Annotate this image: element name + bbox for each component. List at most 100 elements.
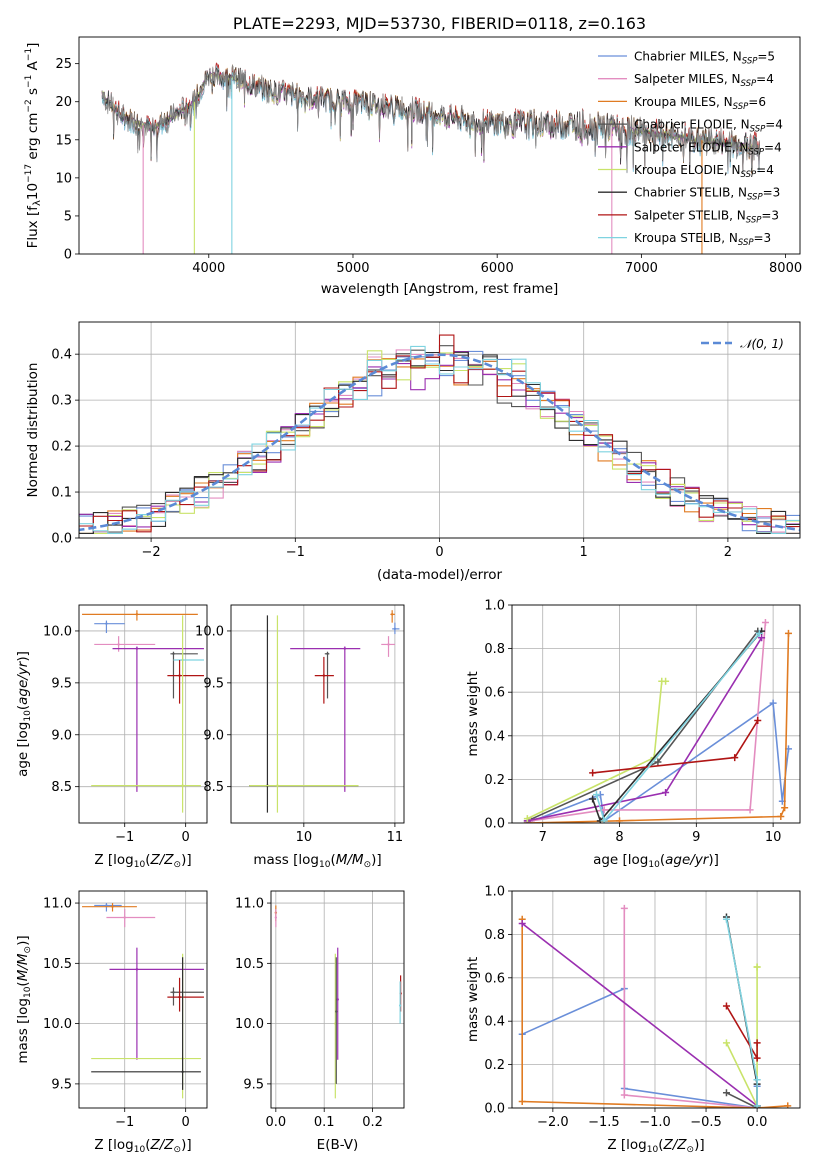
- weight-marker: [589, 769, 597, 777]
- legend-label: Chabrier ELODIE, NSSP=4: [634, 118, 783, 135]
- legend: Chabrier MILES, NSSP=5 Salpeter MILES, NS…: [598, 50, 783, 248]
- y-tick-label: 9.0: [51, 728, 72, 743]
- axes-frame: [78, 604, 208, 824]
- y-tick-label: 0.0: [51, 532, 72, 547]
- chart-title: PLATE=2293, MJD=53730, FIBERID=0118, z=0…: [233, 14, 646, 33]
- y-axis-label: mass [log10(M/M⊙)]: [15, 935, 33, 1063]
- data-point: [135, 647, 139, 650]
- weight-line-salpeter-stelib: [592, 720, 759, 774]
- weight-marker: [753, 1039, 761, 1047]
- weight-marker: [620, 1091, 628, 1099]
- weight-line-salpeter-elodie: [521, 922, 758, 1107]
- axes-frame: [511, 890, 801, 1109]
- weight-line-chabrier-elodie: [527, 630, 759, 822]
- y-tick-label: 9.5: [51, 676, 72, 691]
- y-tick-label: 0.2: [484, 773, 505, 788]
- mass-vs-EBV-points: [274, 905, 402, 1099]
- weight-marker: [754, 717, 762, 725]
- y-tick-label: 0.8: [484, 928, 505, 943]
- y-tick-label: 0.1: [51, 486, 72, 501]
- weight-line-kroupa-miles: [521, 919, 788, 1108]
- x-tick-label: 10: [765, 830, 782, 845]
- x-tick-label: −1.0: [639, 1115, 671, 1130]
- weight-marker: [589, 795, 597, 803]
- data-point: [336, 998, 339, 1001]
- legend-label: Chabrier MILES, NSSP=5: [634, 50, 775, 67]
- x-tick-label: 8: [615, 830, 623, 845]
- y-tick-label: 0.2: [484, 1058, 505, 1073]
- x-tick-label: 0.0: [265, 1115, 286, 1130]
- weight-marker: [654, 758, 662, 766]
- weight-line-salpeter-stelib: [725, 1005, 758, 1062]
- x-tick-label: −2: [142, 545, 161, 560]
- axes-frame: [230, 604, 405, 824]
- legend: 𝒩(0, 1): [701, 337, 784, 351]
- age-vs-Z-points: [82, 610, 204, 813]
- data-point: [172, 991, 175, 994]
- data-point: [135, 613, 139, 616]
- legend-label: Kroupa ELODIE, NSSP=4: [634, 163, 774, 180]
- y-tick-label: 11.0: [43, 897, 72, 912]
- y-tick-label: 9.5: [203, 676, 224, 691]
- y-tick-label: 0.6: [484, 971, 505, 986]
- y-tick-label: 20: [55, 95, 72, 110]
- x-tick-label: 9: [692, 830, 700, 845]
- weight-marker: [722, 1002, 730, 1010]
- weight-line-salpeter-miles: [623, 908, 758, 1108]
- x-tick-label: 0.0: [747, 1115, 768, 1130]
- y-tick-label: 10.0: [43, 624, 72, 639]
- weight-marker: [753, 1054, 761, 1062]
- weight-marker: [616, 817, 624, 823]
- data-point: [343, 647, 347, 650]
- y-tick-label: 0.4: [51, 348, 72, 363]
- data-point: [135, 968, 139, 971]
- x-tick-label: 7: [539, 830, 547, 845]
- weight-marker: [592, 791, 600, 799]
- y-tick-label: 9.0: [203, 728, 224, 743]
- y-tick-label: 10.0: [235, 1017, 264, 1032]
- y-tick-label: 15: [55, 133, 72, 148]
- data-point: [105, 904, 108, 907]
- y-tick-label: 8.5: [203, 780, 224, 795]
- legend-label: 𝒩(0, 1): [740, 337, 784, 351]
- axes-frame: [78, 321, 801, 539]
- data-point: [111, 905, 114, 908]
- y-tick-label: 0.8: [484, 642, 505, 657]
- x-tick-label: −1: [286, 545, 305, 560]
- weight-marker: [769, 699, 777, 707]
- residual-histograms: [79, 334, 800, 534]
- y-tick-label: 1.0: [484, 599, 505, 614]
- weight-marker: [755, 629, 763, 637]
- weight-vs-age-series: [523, 618, 792, 823]
- x-axis-label: Z [log10(Z/Z⊙)]: [607, 1137, 704, 1155]
- y-tick-label: 0.2: [51, 440, 72, 455]
- axes-frame: [511, 604, 801, 824]
- y-tick-label: 0.4: [484, 729, 505, 744]
- x-tick-label: −1.5: [588, 1115, 620, 1130]
- weight-marker: [784, 629, 792, 637]
- x-tick-label: 10: [296, 830, 313, 845]
- y-tick-label: 9.5: [51, 1077, 72, 1092]
- x-tick-label: 2: [724, 545, 732, 560]
- data-point: [335, 1010, 338, 1013]
- mass-vs-Z-axes: −1 0 9.5 10.0 10.5 11.0: [43, 891, 207, 1130]
- data-point: [123, 916, 126, 919]
- weight-marker: [761, 618, 769, 626]
- weight-marker: [781, 804, 789, 812]
- weight-marker: [753, 1076, 761, 1084]
- data-point: [387, 643, 390, 646]
- data-point: [172, 652, 175, 655]
- axes-frame: [78, 890, 208, 1109]
- y-axis-label: mass weight: [465, 957, 481, 1042]
- y-tick-label: 10.5: [43, 957, 72, 972]
- y-tick-label: 10: [55, 171, 72, 186]
- weight-marker: [600, 817, 608, 823]
- x-tick-label: 0: [182, 830, 190, 845]
- weight-marker: [753, 1102, 761, 1108]
- x-axis-label: Z [log10(Z/Z⊙)]: [94, 1137, 191, 1155]
- data-point: [181, 1070, 184, 1074]
- age-vs-mass-axes: 10 11 8.5 9.0 9.5 10.0: [195, 605, 404, 845]
- x-tick-label: −2.0: [537, 1115, 569, 1130]
- weight-marker: [784, 1102, 792, 1108]
